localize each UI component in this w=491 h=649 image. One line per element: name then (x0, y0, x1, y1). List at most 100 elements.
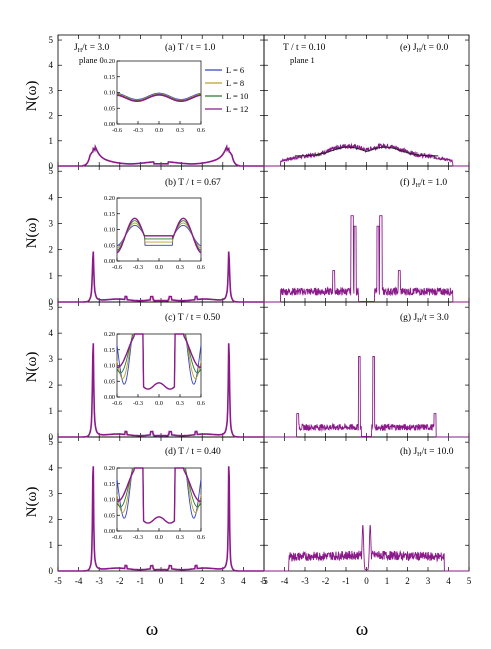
y-tick-label: 4 (49, 463, 54, 473)
y-tick-label: 5 (49, 166, 54, 176)
inset-curve (116, 220, 202, 251)
inset-x-tick-label: -0.3 (133, 534, 143, 541)
inset-frame (116, 197, 202, 262)
x-tick-label: 3 (426, 576, 431, 586)
x-tick-label: -1 (137, 576, 145, 586)
dos-curve (58, 343, 264, 438)
inset-x-tick-label: -0.6 (112, 534, 122, 541)
inset-y-tick-label: 0.10 (104, 363, 115, 370)
inset-x-tick-label: -0.6 (112, 127, 122, 134)
inset-frame (116, 467, 202, 532)
dos-curve (58, 466, 264, 572)
inset-y-tick-label: 0.20 (104, 58, 115, 65)
inset-curve (116, 217, 202, 254)
inset-x-tick-label: 0.0 (155, 264, 163, 271)
x-tick-label: 4 (446, 576, 451, 586)
y-tick-label: 4 (49, 60, 54, 70)
legend-label-l6: L = 6 (226, 65, 244, 75)
y-tick-label: 3 (49, 354, 54, 364)
inset-y-tick-label: 0.15 (104, 347, 115, 354)
x-axis-label-right: ω (356, 619, 369, 640)
x-tick-label: 0 (159, 576, 164, 586)
inset-x-tick-label: 0.6 (197, 264, 205, 271)
panel-label-d: (d) T / t = 0.40 (165, 446, 221, 457)
inset-curve (116, 222, 202, 249)
inset-y-tick-label: 0.00 (104, 394, 115, 401)
y-tick-label: 1 (49, 136, 54, 146)
inset-x-tick-label: -0.3 (133, 264, 143, 271)
y-tick-label: 0 (49, 161, 54, 171)
x-tick-label: 1 (385, 576, 390, 586)
x-axis-label-left: ω (146, 619, 159, 640)
inset-x-tick-label: -0.3 (133, 127, 143, 134)
inset-y-tick-label: 0.20 (104, 195, 115, 202)
inset-x-tick-label: 0.3 (176, 400, 184, 407)
inset-frame (116, 333, 202, 398)
right-header: T / t = 0.10 (283, 43, 326, 53)
inset-x-tick-label: 0.3 (176, 127, 184, 134)
panel-label-h: (h) JH/t = 10.0 (400, 446, 454, 458)
y-tick-label: 0 (49, 297, 54, 307)
inset-x-tick-label: 0.6 (197, 534, 205, 541)
inset-x-tick-label: 0.0 (155, 400, 163, 407)
inset-x-tick-label: 0.3 (176, 264, 184, 271)
inset-y-tick-label: 0.00 (104, 528, 115, 535)
x-tick-label: 1 (179, 576, 184, 586)
y-tick-label: 2 (49, 514, 54, 524)
dos-curve-avg (294, 146, 439, 157)
inset-curve (116, 333, 202, 390)
inset-y-tick-label: 0.20 (104, 331, 115, 338)
legend-label-l10: L = 10 (226, 91, 248, 101)
x-tick-label: -2 (322, 576, 330, 586)
panel-label-a: (a) T / t = 1.0 (165, 42, 216, 53)
dos-curve (58, 144, 264, 167)
insets: -0.6 -0.3 0.0 0.3 0.6 0.00 0.05 0.10 0.15 0.20 -0.… (104, 58, 205, 541)
x-tick-label: 0 (364, 576, 369, 586)
y-axis-label-d: N(ω) (24, 487, 40, 518)
x-tick-label: 3 (221, 576, 226, 586)
y-tick-label: 2 (49, 245, 54, 255)
panel-label-b: (b) T / t = 0.67 (165, 177, 221, 188)
inset-y-tick-label: 0.10 (104, 90, 115, 97)
dos-curve (264, 215, 469, 303)
dos-curve (264, 525, 469, 572)
inset-y-tick-label: 0.15 (104, 211, 115, 218)
dos-curve (264, 356, 469, 438)
inset-y-tick-label: 0.10 (104, 497, 115, 504)
inset-y-tick-label: 0.00 (104, 121, 115, 128)
x-tick-label: 5 (467, 576, 472, 586)
inset-curve (116, 467, 202, 524)
legend-label-l8: L = 8 (226, 78, 244, 88)
y-tick-label: 1 (49, 540, 54, 550)
y-tick-label: 5 (49, 35, 54, 45)
inset-y-tick-label: 0.05 (104, 512, 115, 519)
inset-y-tick-label: 0.05 (104, 242, 115, 249)
inset-x-tick-label: -0.6 (112, 264, 122, 271)
y-tick-label: 4 (49, 192, 54, 202)
panel-label-g: (g) JH/t = 3.0 (400, 312, 449, 324)
y-tick-label: 5 (49, 437, 54, 447)
inset-y-tick-label: 0.05 (104, 378, 115, 385)
inset-x-tick-label: -0.3 (133, 400, 143, 407)
y-tick-label: 2 (49, 380, 54, 390)
y-tick-label: 3 (49, 219, 54, 229)
inset-x-tick-label: 0.6 (197, 127, 205, 134)
inset-curve (116, 94, 202, 102)
inset-x-tick-label: 0.6 (197, 400, 205, 407)
inset-x-tick-label: 0.0 (155, 127, 163, 134)
y-tick-label: 3 (49, 489, 54, 499)
panel-label-c: (c) T / t = 0.50 (165, 312, 220, 323)
inset-x-tick-label: 0.3 (176, 534, 184, 541)
left-header: JH/t = 3.0 (74, 43, 110, 54)
inset-frame (116, 60, 202, 125)
x-tick-label: -1 (342, 576, 350, 586)
legend-label-l12: L = 12 (226, 104, 248, 114)
y-tick-label: 5 (49, 302, 54, 312)
x-tick-label: 2 (200, 576, 205, 586)
y-tick-label: 1 (49, 271, 54, 281)
x-tick-label: -3 (95, 576, 103, 586)
inset-y-tick-label: 0.10 (104, 227, 115, 234)
inset-y-tick-label: 0.00 (104, 258, 115, 265)
